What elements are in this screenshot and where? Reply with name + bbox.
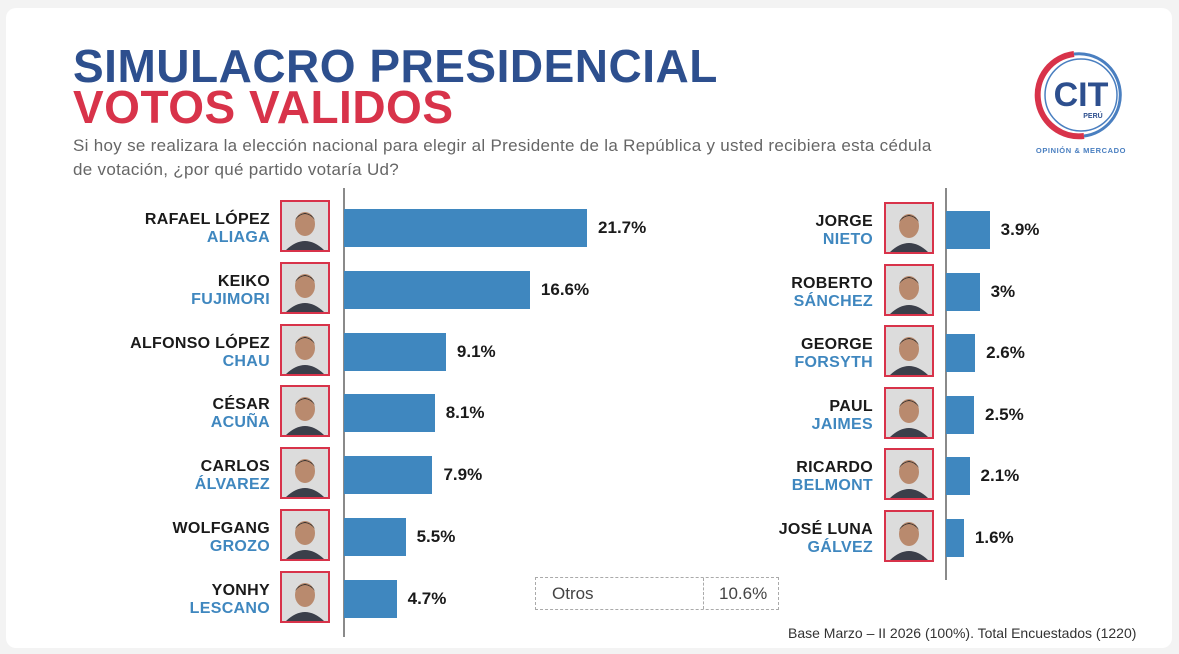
candidate-name-forsyth: GEORGE FORSYTH — [693, 336, 873, 372]
chart-subtitle-red: VOTOS VALIDOS — [73, 81, 454, 133]
candidate-first-name: GEORGE — [800, 336, 873, 353]
candidate-photo-sanchez — [884, 263, 934, 316]
candidate-photo-jaimes — [884, 386, 934, 439]
candidate-last-name: ACUÑA — [210, 414, 270, 432]
candidate-photo-chau — [280, 323, 330, 376]
value-label-nieto: 3.9% — [1000, 220, 1040, 239]
candidate-last-name: FUJIMORI — [191, 290, 270, 308]
candidate-name-sanchez: ROBERTO SÁNCHEZ — [693, 275, 873, 311]
cit-logo: CIT PERÚ — [1026, 40, 1136, 160]
axis-line-1 — [343, 188, 345, 637]
question-text: Si hoy se realizara la elección nacional… — [73, 136, 932, 179]
candidate-last-name: LESCANO — [189, 599, 270, 617]
otros-divider — [703, 578, 704, 609]
chart-card — [6, 8, 1172, 648]
candidate-name-acuna: CÉSAR ACUÑA — [90, 396, 270, 432]
candidate-photo-acuna — [280, 385, 330, 438]
otros-label: Otros — [552, 584, 594, 603]
logo-tagline: OPINIÓN & MERCADO — [1035, 146, 1127, 155]
otros-value: 10.6% — [719, 584, 768, 603]
candidate-name-alvarez: CARLOS ÁLVAREZ — [90, 458, 270, 494]
candidate-last-name: FORSYTH — [794, 354, 873, 371]
candidate-first-name: RAFAEL LÓPEZ — [144, 211, 270, 228]
value-label-acuna: 8.1% — [445, 403, 485, 423]
candidate-last-name: GROZO — [209, 538, 270, 555]
value-label-sanchez: 3% — [990, 281, 1016, 301]
value-label-chau: 9.1% — [456, 341, 496, 361]
bar-aliaga — [344, 209, 588, 247]
candidate-name-nieto: JORGE NIETO — [693, 213, 873, 249]
candidate-first-name: CÉSAR — [212, 396, 270, 414]
bar-galvez — [946, 518, 964, 557]
bar-nieto — [946, 211, 990, 249]
value-label-grozo: 5.5% — [416, 527, 456, 546]
candidate-name-fujimori: KEIKO FUJIMORI — [90, 273, 270, 309]
value-label-aliaga: 21.7% — [598, 218, 647, 237]
bar-jaimes — [946, 395, 974, 434]
candidate-photo-lescano — [280, 570, 330, 623]
candidate-last-name: ALIAGA — [206, 229, 270, 246]
bar-alvarez — [344, 456, 433, 495]
candidate-first-name: CARLOS — [200, 458, 270, 476]
bar-belmont — [946, 457, 970, 495]
candidate-first-name: KEIKO — [217, 272, 270, 290]
candidate-first-name: YONHY — [211, 581, 270, 599]
candidate-name-belmont: RICARDO BELMONT — [693, 459, 873, 495]
candidate-name-chau: ALFONSO LÓPEZ CHAU — [90, 335, 270, 371]
candidate-first-name: WOLFGANG — [172, 520, 270, 537]
candidate-photo-galvez — [884, 509, 934, 562]
candidate-last-name: GÁLVEZ — [807, 538, 873, 556]
candidate-last-name: SÁNCHEZ — [793, 292, 873, 310]
candidate-photo-nieto — [884, 202, 934, 254]
bar-lescano — [344, 579, 397, 618]
candidate-last-name: CHAU — [222, 352, 270, 370]
candidate-photo-fujimori — [280, 261, 330, 314]
candidate-first-name: ROBERTO — [791, 274, 873, 292]
bar-chau — [344, 332, 446, 371]
chart-title: SIMULACRO PRESIDENCIAL — [73, 40, 718, 92]
value-label-fujimori: 16.6% — [540, 279, 590, 299]
candidate-first-name: PAUL — [829, 397, 873, 415]
candidate-name-jaimes: PAUL JAIMES — [693, 398, 873, 434]
value-label-galvez: 1.6% — [974, 527, 1014, 547]
candidate-photo-belmont — [884, 448, 934, 500]
candidate-last-name: BELMONT — [791, 477, 873, 494]
otros-box: Otros 10.6% — [535, 577, 779, 610]
candidate-first-name: ALFONSO LÓPEZ — [130, 334, 270, 352]
bar-acuna — [344, 394, 435, 433]
bar-sanchez — [946, 272, 980, 311]
candidate-photo-forsyth — [884, 325, 934, 377]
footer-note: Base Marzo – II 2026 (100%). Total Encue… — [788, 625, 1137, 641]
candidate-name-lescano: YONHY LESCANO — [90, 582, 270, 618]
logo-country: PERÚ — [1083, 111, 1102, 120]
candidate-photo-aliaga — [280, 200, 330, 252]
candidate-photo-grozo — [280, 509, 330, 561]
candidate-name-grozo: WOLFGANG GROZO — [90, 520, 270, 556]
value-label-alvarez: 7.9% — [443, 465, 483, 485]
candidate-first-name: JORGE — [815, 213, 873, 230]
value-label-forsyth: 2.6% — [986, 343, 1025, 362]
candidate-name-galvez: JOSÉ LUNA GÁLVEZ — [693, 521, 873, 557]
value-label-jaimes: 2.5% — [985, 404, 1024, 424]
candidate-last-name: ÁLVAREZ — [194, 476, 270, 494]
bar-fujimori — [344, 270, 530, 309]
candidate-name-aliaga: RAFAEL LÓPEZ ALIAGA — [90, 211, 270, 247]
bar-grozo — [344, 518, 406, 556]
candidate-photo-alvarez — [280, 447, 330, 500]
value-label-belmont: 2.1% — [980, 466, 1020, 485]
bar-forsyth — [946, 334, 976, 372]
value-label-lescano: 4.7% — [407, 588, 447, 608]
candidate-last-name: NIETO — [822, 231, 873, 248]
candidate-last-name: JAIMES — [811, 415, 873, 433]
logo-text: CIT — [1054, 76, 1109, 114]
candidate-first-name: JOSÉ LUNA — [778, 520, 873, 538]
candidate-first-name: RICARDO — [796, 459, 873, 476]
axis-line-2 — [945, 188, 947, 580]
